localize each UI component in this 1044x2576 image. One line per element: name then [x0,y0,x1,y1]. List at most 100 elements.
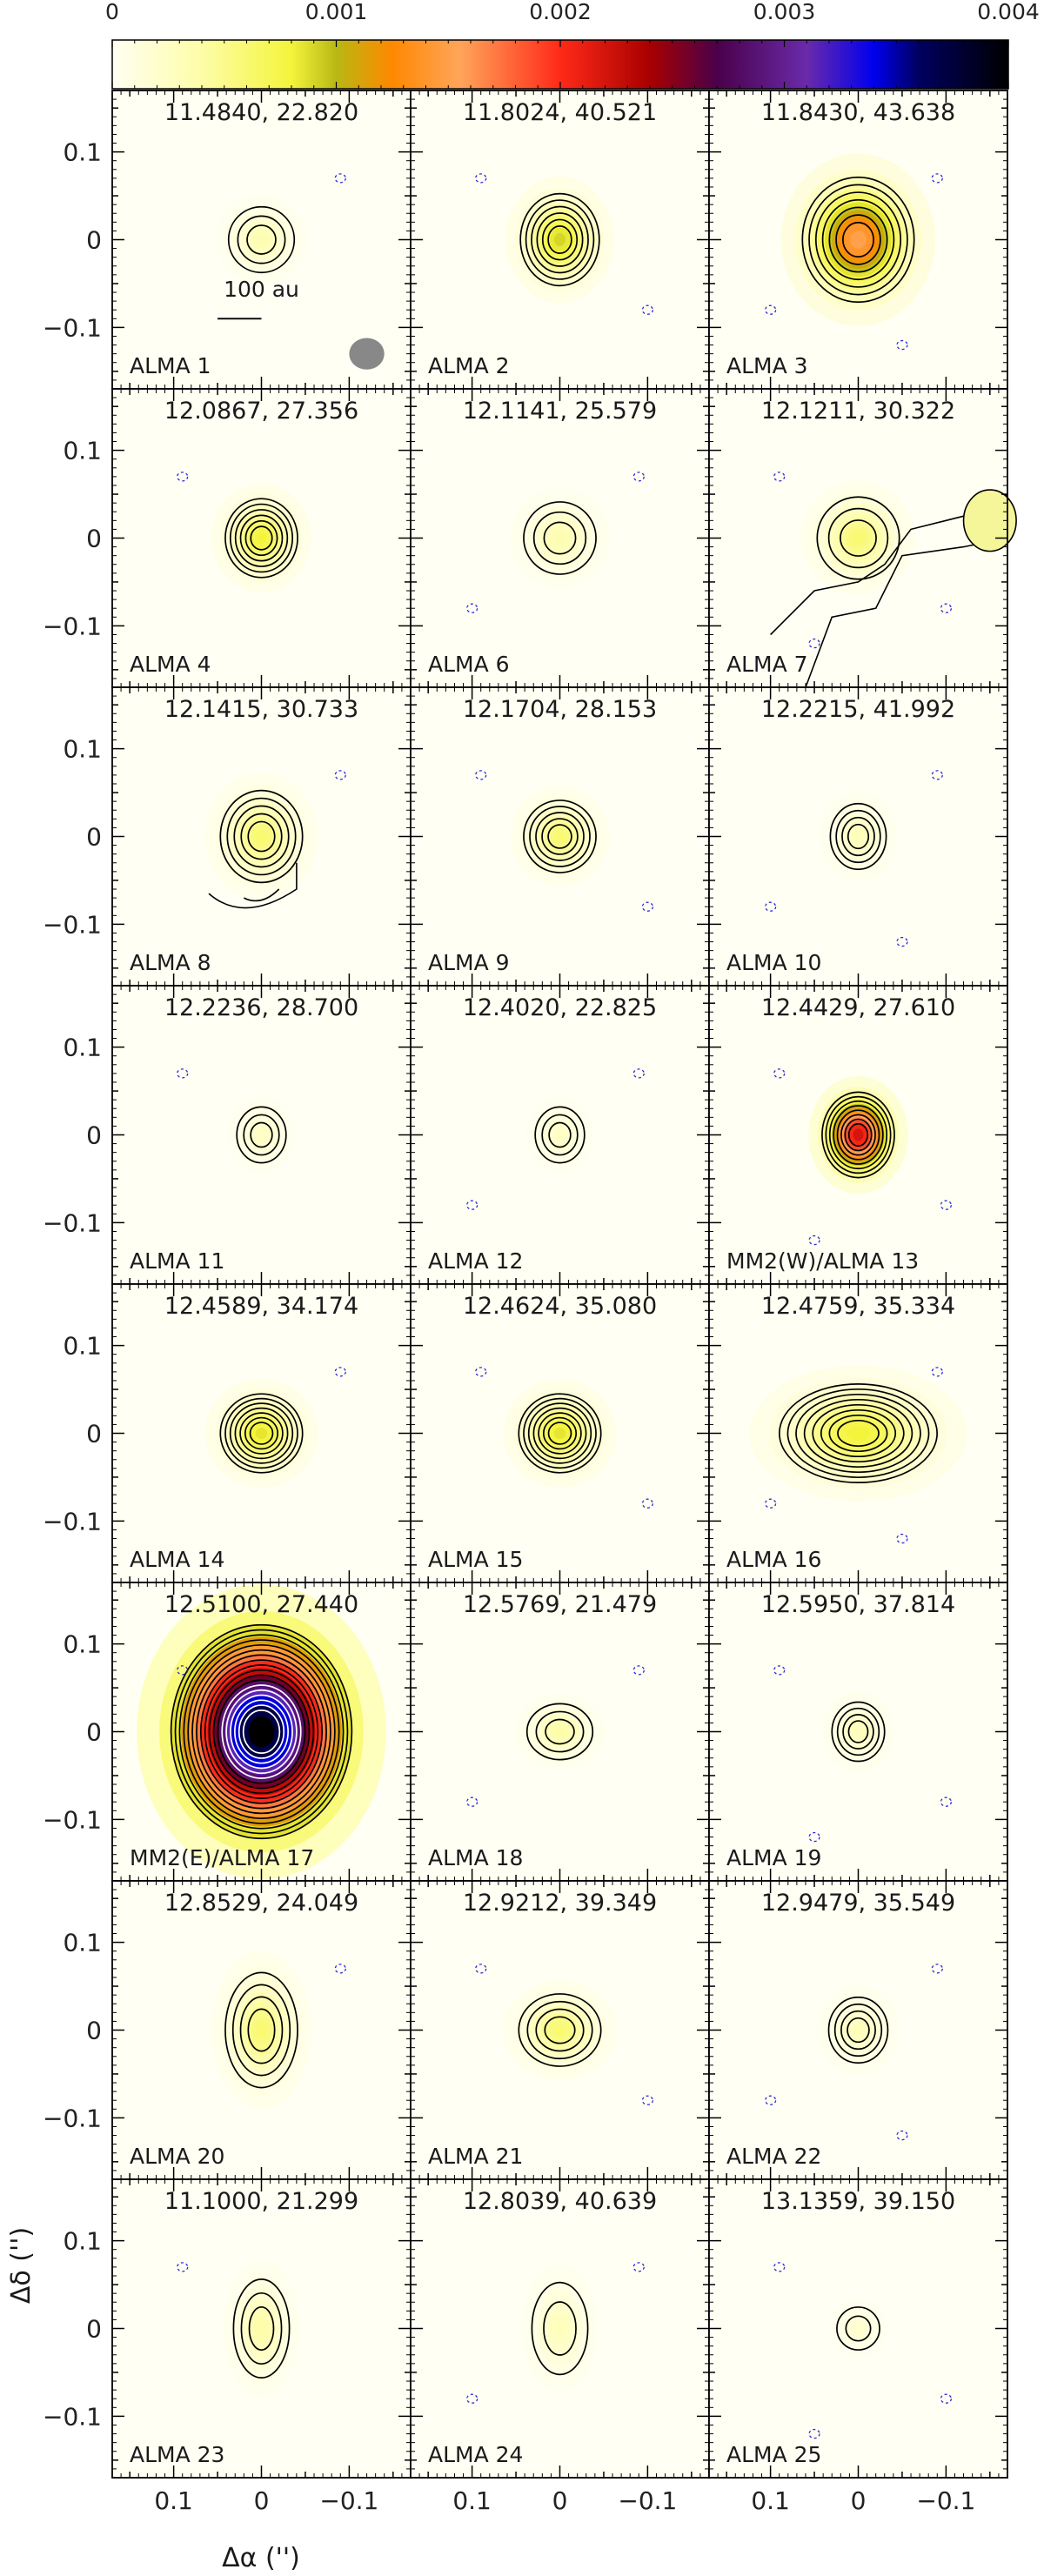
panel: 12.5769, 21.479 ALMA 18 [410,1582,710,1882]
panel-label: ALMA 11 [130,1248,224,1274]
contour-line [844,1118,873,1152]
negative-contour [475,770,487,780]
contour-line [547,824,572,849]
negative-contour [764,304,777,315]
panel-coordinate: 12.4759, 35.334 [761,1293,955,1320]
negative-contour [465,2393,478,2404]
panel-coordinate: 13.1359, 39.150 [761,2188,955,2215]
panel-coordinate: 12.1211, 30.322 [761,398,955,425]
contour-line [821,1091,895,1179]
panel-label: ALMA 15 [428,1547,523,1572]
contour-line [525,1703,594,1761]
contour-line [187,1643,336,1820]
contour-line [238,1704,285,1759]
negative-contour [177,1665,189,1676]
negative-contour [764,2095,777,2105]
contour-line [779,1382,938,1484]
contour-line [535,2008,585,2052]
contour-line [538,1412,582,1455]
contour-line [196,1654,327,1810]
emission-layer [258,1130,265,1140]
contour-line [803,1398,914,1469]
y-tick-label: 0 [86,1420,102,1449]
y-tick-label: 0.1 [63,2227,102,2256]
panel-coordinate: 12.1704, 28.153 [463,696,657,723]
panel-coordinate: 12.5950, 37.814 [761,1591,955,1618]
negative-contour [940,1797,953,1807]
contour-line [243,888,280,902]
emission-layer [553,232,566,247]
contour-line [244,1416,279,1450]
negative-contour [641,304,654,315]
contour-line [191,1649,331,1815]
contour-line [526,2000,593,2060]
panel-label: ALMA 12 [428,1248,523,1274]
panel-label: ALMA 23 [130,2442,224,2467]
negative-contour [177,2262,189,2272]
panel: 12.8529, 24.049 ALMA 20 0.1 0 −0.1 [43,1880,412,2180]
panel: 12.5100, 27.440 MM2(E)/ALMA 17 0.1 0 −0.1 [43,1582,412,1882]
emission-layer [555,1727,565,1736]
emission-layer [257,2321,266,2336]
negative-contour [931,770,943,780]
emission-layer [853,1128,864,1141]
negative-contour [764,1498,777,1509]
negative-contour [808,1234,820,1246]
contour-line [825,1095,892,1174]
contour-line [234,1699,289,1764]
negative-contour [773,2262,786,2272]
emission-layer [255,1427,268,1440]
contour-line [239,1996,284,2064]
x-tick-label: 0.1 [154,2486,193,2515]
contour-line [828,206,888,273]
contour-line [529,806,591,867]
contour-line [836,1707,880,1756]
y-tick-label: −0.1 [43,313,102,342]
panel-coordinate: 12.1141, 25.579 [463,398,657,425]
beam-ellipse [349,338,385,370]
panel-coordinate: 12.2215, 41.992 [761,696,955,723]
negative-contour [632,1068,645,1079]
panel: 12.5950, 37.814 ALMA 19 [708,1582,1008,1882]
contour-line [835,214,881,265]
panel-label: ALMA 8 [130,950,211,975]
panel-coordinate: 11.8024, 40.521 [463,99,657,126]
panel-label: ALMA 24 [428,2442,523,2467]
contour-line [833,2003,883,2057]
negative-contour [896,1533,908,1544]
panel-label: ALMA 20 [130,2144,224,2169]
panel-label: ALMA 3 [726,353,808,378]
contour-line [219,1393,304,1474]
contour-line [842,221,874,258]
negative-contour [764,901,777,912]
contour-line [531,205,589,274]
panel-coordinate: 12.4429, 27.610 [761,994,955,1021]
panel-label: MM2(E)/ALMA 17 [130,1845,314,1870]
panel: 12.1141, 25.579 ALMA 6 [410,388,710,688]
panel: 12.1704, 28.153 ALMA 9 [410,686,710,987]
contour-line [234,1407,289,1460]
y-tick-label: −0.1 [43,2104,102,2132]
panel-label: ALMA 4 [130,652,211,677]
contour-line [518,1393,602,1474]
negative-contour [773,1068,786,1079]
panel: 12.4589, 34.174 ALMA 14 0.1 0 −0.1 [43,1283,412,1583]
contour-line [541,218,579,261]
contour-line [217,1679,306,1784]
negative-contour [808,1831,820,1843]
contour-line [523,501,597,575]
colorbar: 0 0.001 0.002 0.003 0.004 [105,0,1040,90]
contour-line [535,812,585,861]
contour-line [814,191,902,288]
negative-contour [773,472,786,482]
y-tick-label: 0 [86,823,102,852]
x-tick-label: 0 [254,2486,270,2515]
contour-line [249,1422,274,1445]
panel: 12.4759, 35.334 ALMA 16 [708,1283,1008,1583]
contour-line [547,225,572,254]
contour-line [845,2315,872,2342]
panel-label: ALMA 16 [726,1547,821,1572]
y-tick-label: 0 [86,2315,102,2344]
panel: 13.1359, 39.150 ALMA 25 0.1 0 −0.1 [708,2178,1008,2515]
contour-line [212,1674,311,1790]
